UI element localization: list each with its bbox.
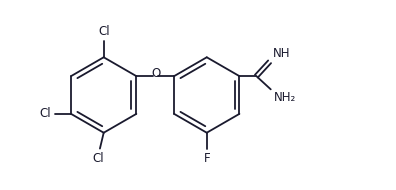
- Text: Cl: Cl: [98, 25, 110, 38]
- Text: Cl: Cl: [92, 152, 104, 165]
- Text: F: F: [204, 152, 210, 165]
- Text: Cl: Cl: [40, 107, 51, 120]
- Text: NH: NH: [272, 47, 290, 60]
- Text: NH₂: NH₂: [274, 91, 296, 104]
- Text: O: O: [151, 67, 160, 80]
